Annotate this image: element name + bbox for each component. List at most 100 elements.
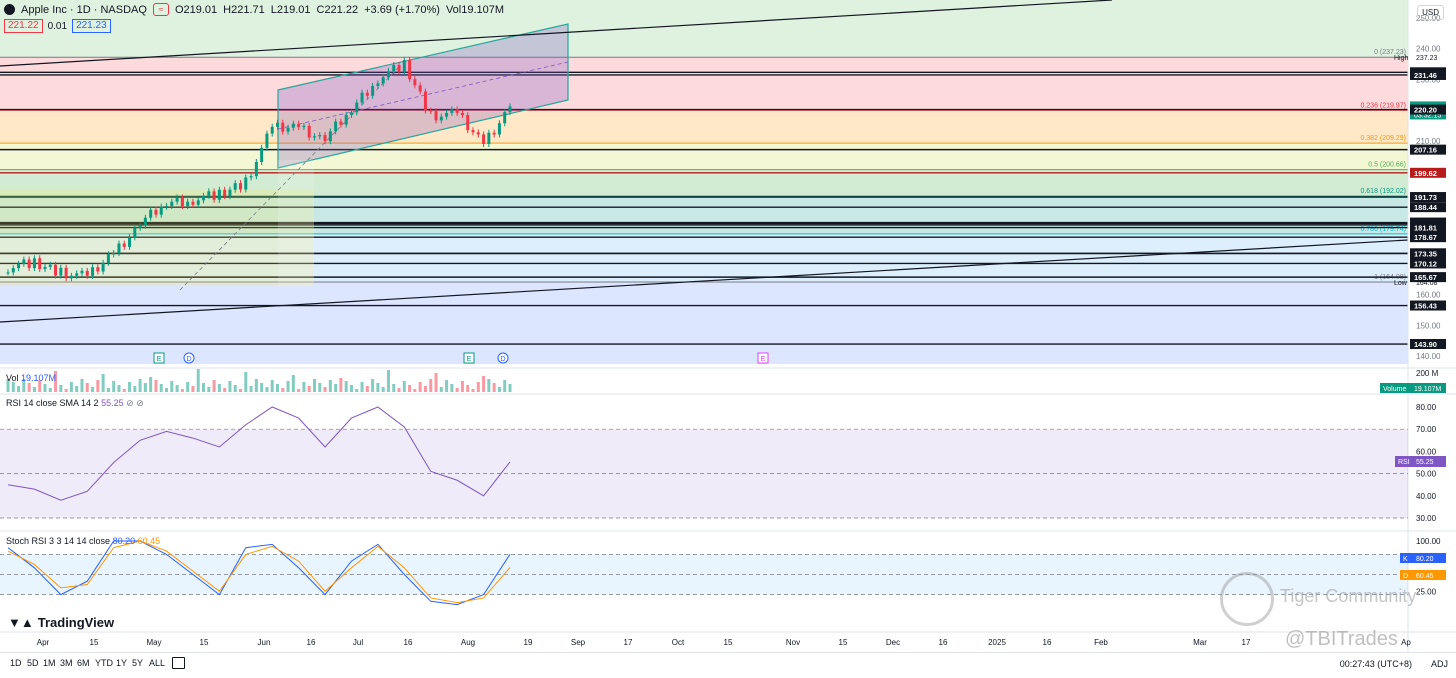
candle-body — [180, 197, 184, 207]
volume-bar — [101, 374, 105, 392]
time-axis-label: Jun — [258, 638, 271, 647]
volume-bar — [80, 379, 84, 392]
alert-icon[interactable]: ≈ — [152, 3, 169, 16]
rsi-tag-value: 55.25 — [1416, 459, 1434, 466]
range-ytd[interactable]: YTD — [95, 658, 113, 668]
volume-bar — [460, 381, 464, 392]
candle-body — [286, 127, 290, 132]
stoch-k-tag-label: K — [1403, 556, 1408, 563]
price-level-label: High — [1394, 55, 1409, 62]
stoch-legend-k: 80.20 — [112, 536, 136, 546]
chart-canvas[interactable]: 0 (237.23) 0.236 (219.97) 0.382 (209.29) 0.… — [0, 0, 1456, 652]
range-box-2 — [278, 160, 314, 286]
calendar-icon[interactable] — [172, 657, 185, 669]
volume-bar — [48, 388, 52, 392]
range-1d[interactable]: 1D — [10, 658, 22, 668]
volume-bar — [508, 384, 512, 392]
candle-body — [402, 60, 406, 72]
candle-body — [260, 147, 264, 162]
volume-bar — [196, 369, 200, 392]
dividend-icon — [183, 352, 195, 364]
range-3m[interactable]: 3M — [60, 658, 73, 668]
event-letter: D — [186, 356, 191, 363]
volume-bar — [429, 379, 433, 392]
price-level-tag-value: 143.90 — [1414, 340, 1437, 349]
range-1m[interactable]: 1M — [43, 658, 56, 668]
bid-button[interactable]: 221.22 — [4, 19, 43, 33]
eye-icon[interactable]: ⊘ — [126, 398, 134, 408]
volume-bar — [355, 389, 359, 392]
candle-body — [133, 227, 137, 238]
volume-bar — [445, 380, 449, 392]
volume-bar — [312, 379, 316, 392]
range-5d[interactable]: 5D — [27, 658, 39, 668]
adj-toggle[interactable]: ADJ — [1430, 659, 1448, 669]
price-level-tag — [1410, 192, 1446, 203]
volume-bar — [117, 385, 121, 392]
ohlc-high: H221.71 — [223, 3, 265, 16]
candle-body — [138, 225, 142, 228]
volume-bar — [54, 371, 58, 392]
price-level-tag — [1410, 69, 1446, 80]
price-level-tag — [1410, 222, 1446, 233]
rsi-legend-value: 55.25 — [101, 398, 124, 408]
candle-body — [487, 132, 491, 144]
candle-body — [466, 115, 470, 131]
candle-body — [32, 258, 36, 269]
candle-body — [122, 243, 126, 247]
volume-bar — [381, 387, 385, 392]
stoch-legend-d: 60.45 — [137, 536, 161, 546]
candle-body — [85, 270, 89, 276]
rsi-tag — [1395, 456, 1446, 467]
volume-bar — [69, 382, 73, 392]
rsi-line — [7, 406, 511, 501]
volume-bar — [175, 385, 179, 392]
volume-bar — [133, 386, 137, 392]
candle-body — [265, 133, 269, 148]
settings-icon[interactable]: ⊘ — [136, 398, 144, 408]
volume-tag — [1380, 383, 1446, 393]
range-1y[interactable]: 1Y — [116, 658, 128, 668]
volume-bar — [434, 373, 438, 392]
volume-bar — [360, 382, 364, 392]
time-axis-label: Ap — [1401, 638, 1411, 647]
candle-body — [196, 200, 200, 205]
candle-body — [96, 267, 100, 272]
volume-bar — [128, 382, 132, 392]
volume-bar — [239, 389, 243, 392]
earnings-icon — [153, 352, 165, 364]
volume-bar — [154, 380, 158, 392]
volume-bar — [423, 386, 427, 392]
volume-bar — [281, 388, 285, 392]
ohlc-open: O219.01 — [174, 3, 218, 16]
fib-zone — [0, 110, 1408, 144]
candle-body — [476, 132, 480, 135]
fib-zone — [0, 169, 1408, 197]
clock-readout[interactable]: 00:27:43 (UTC+8) — [1339, 659, 1412, 669]
fib-label: 0.618 (192.02) — [1360, 188, 1406, 195]
range-5y[interactable]: 5Y — [132, 658, 144, 668]
volume-bar — [217, 384, 221, 392]
candle-body — [191, 201, 195, 205]
range-6m[interactable]: 6M — [77, 658, 90, 668]
watermark-handle: @TBITrades — [1285, 628, 1398, 650]
rsi-axis-tick: 80.00 — [1416, 403, 1437, 412]
currency-button[interactable]: USD — [1417, 5, 1444, 20]
volume-bar — [365, 386, 369, 392]
price-level-tag — [1410, 339, 1446, 350]
candle-body — [159, 206, 163, 215]
symbol-title[interactable]: Apple Inc · 1D · NASDAQ — [21, 3, 147, 16]
stoch-axis-tick: 25.00 — [1416, 587, 1437, 596]
ask-button[interactable]: 221.23 — [72, 19, 111, 33]
time-axis-label: Feb — [1094, 638, 1108, 647]
candle-body — [439, 116, 443, 121]
candle-body — [170, 201, 174, 207]
volume-bar — [32, 387, 36, 392]
volume-bar — [339, 378, 343, 392]
range-all[interactable]: ALL — [149, 658, 166, 668]
candle-body — [291, 123, 295, 128]
tradingview-logo[interactable]: ▼▲ TradingView — [8, 615, 114, 630]
volume-bar — [96, 380, 100, 392]
event-letter: E — [157, 356, 162, 363]
ohlc-change: +3.69 (+1.70%) — [364, 3, 440, 16]
